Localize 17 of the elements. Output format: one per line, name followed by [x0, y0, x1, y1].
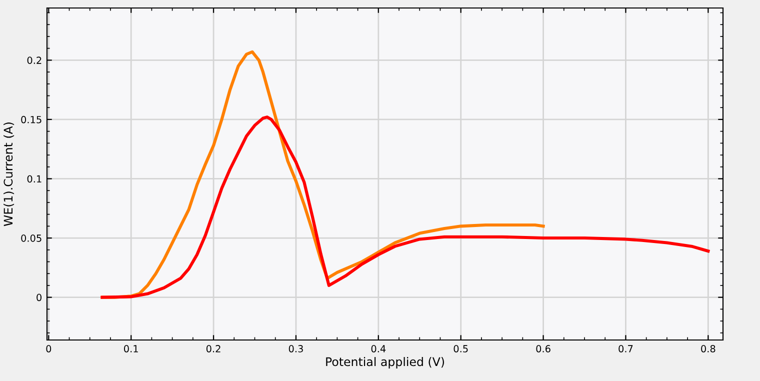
y-tick-label: 0	[36, 294, 42, 302]
x-tick-label: 0.2	[206, 345, 220, 352]
x-tick-label: 0.1	[124, 345, 138, 352]
x-tick-label: 0.8	[701, 345, 716, 352]
x-tick-label: 0	[46, 345, 52, 352]
line-series	[100, 116, 710, 299]
x-tick-label: 0.7	[618, 345, 633, 352]
x-tick-label: 0.4	[371, 345, 386, 352]
y-tick-label: 0.05	[21, 234, 42, 242]
y-tick-label: 0.15	[21, 116, 42, 124]
x-tick-label: 0.6	[536, 345, 550, 352]
y-axis-title: WE(1).Current (A)	[4, 122, 14, 226]
x-axis-title: Potential applied (V)	[326, 357, 444, 368]
y-tick-label: 0.1	[27, 175, 42, 183]
y-tick-label: 0.2	[27, 56, 42, 64]
x-tick-label: 0.3	[288, 345, 303, 352]
x-tick-label: 0.5	[454, 345, 468, 352]
